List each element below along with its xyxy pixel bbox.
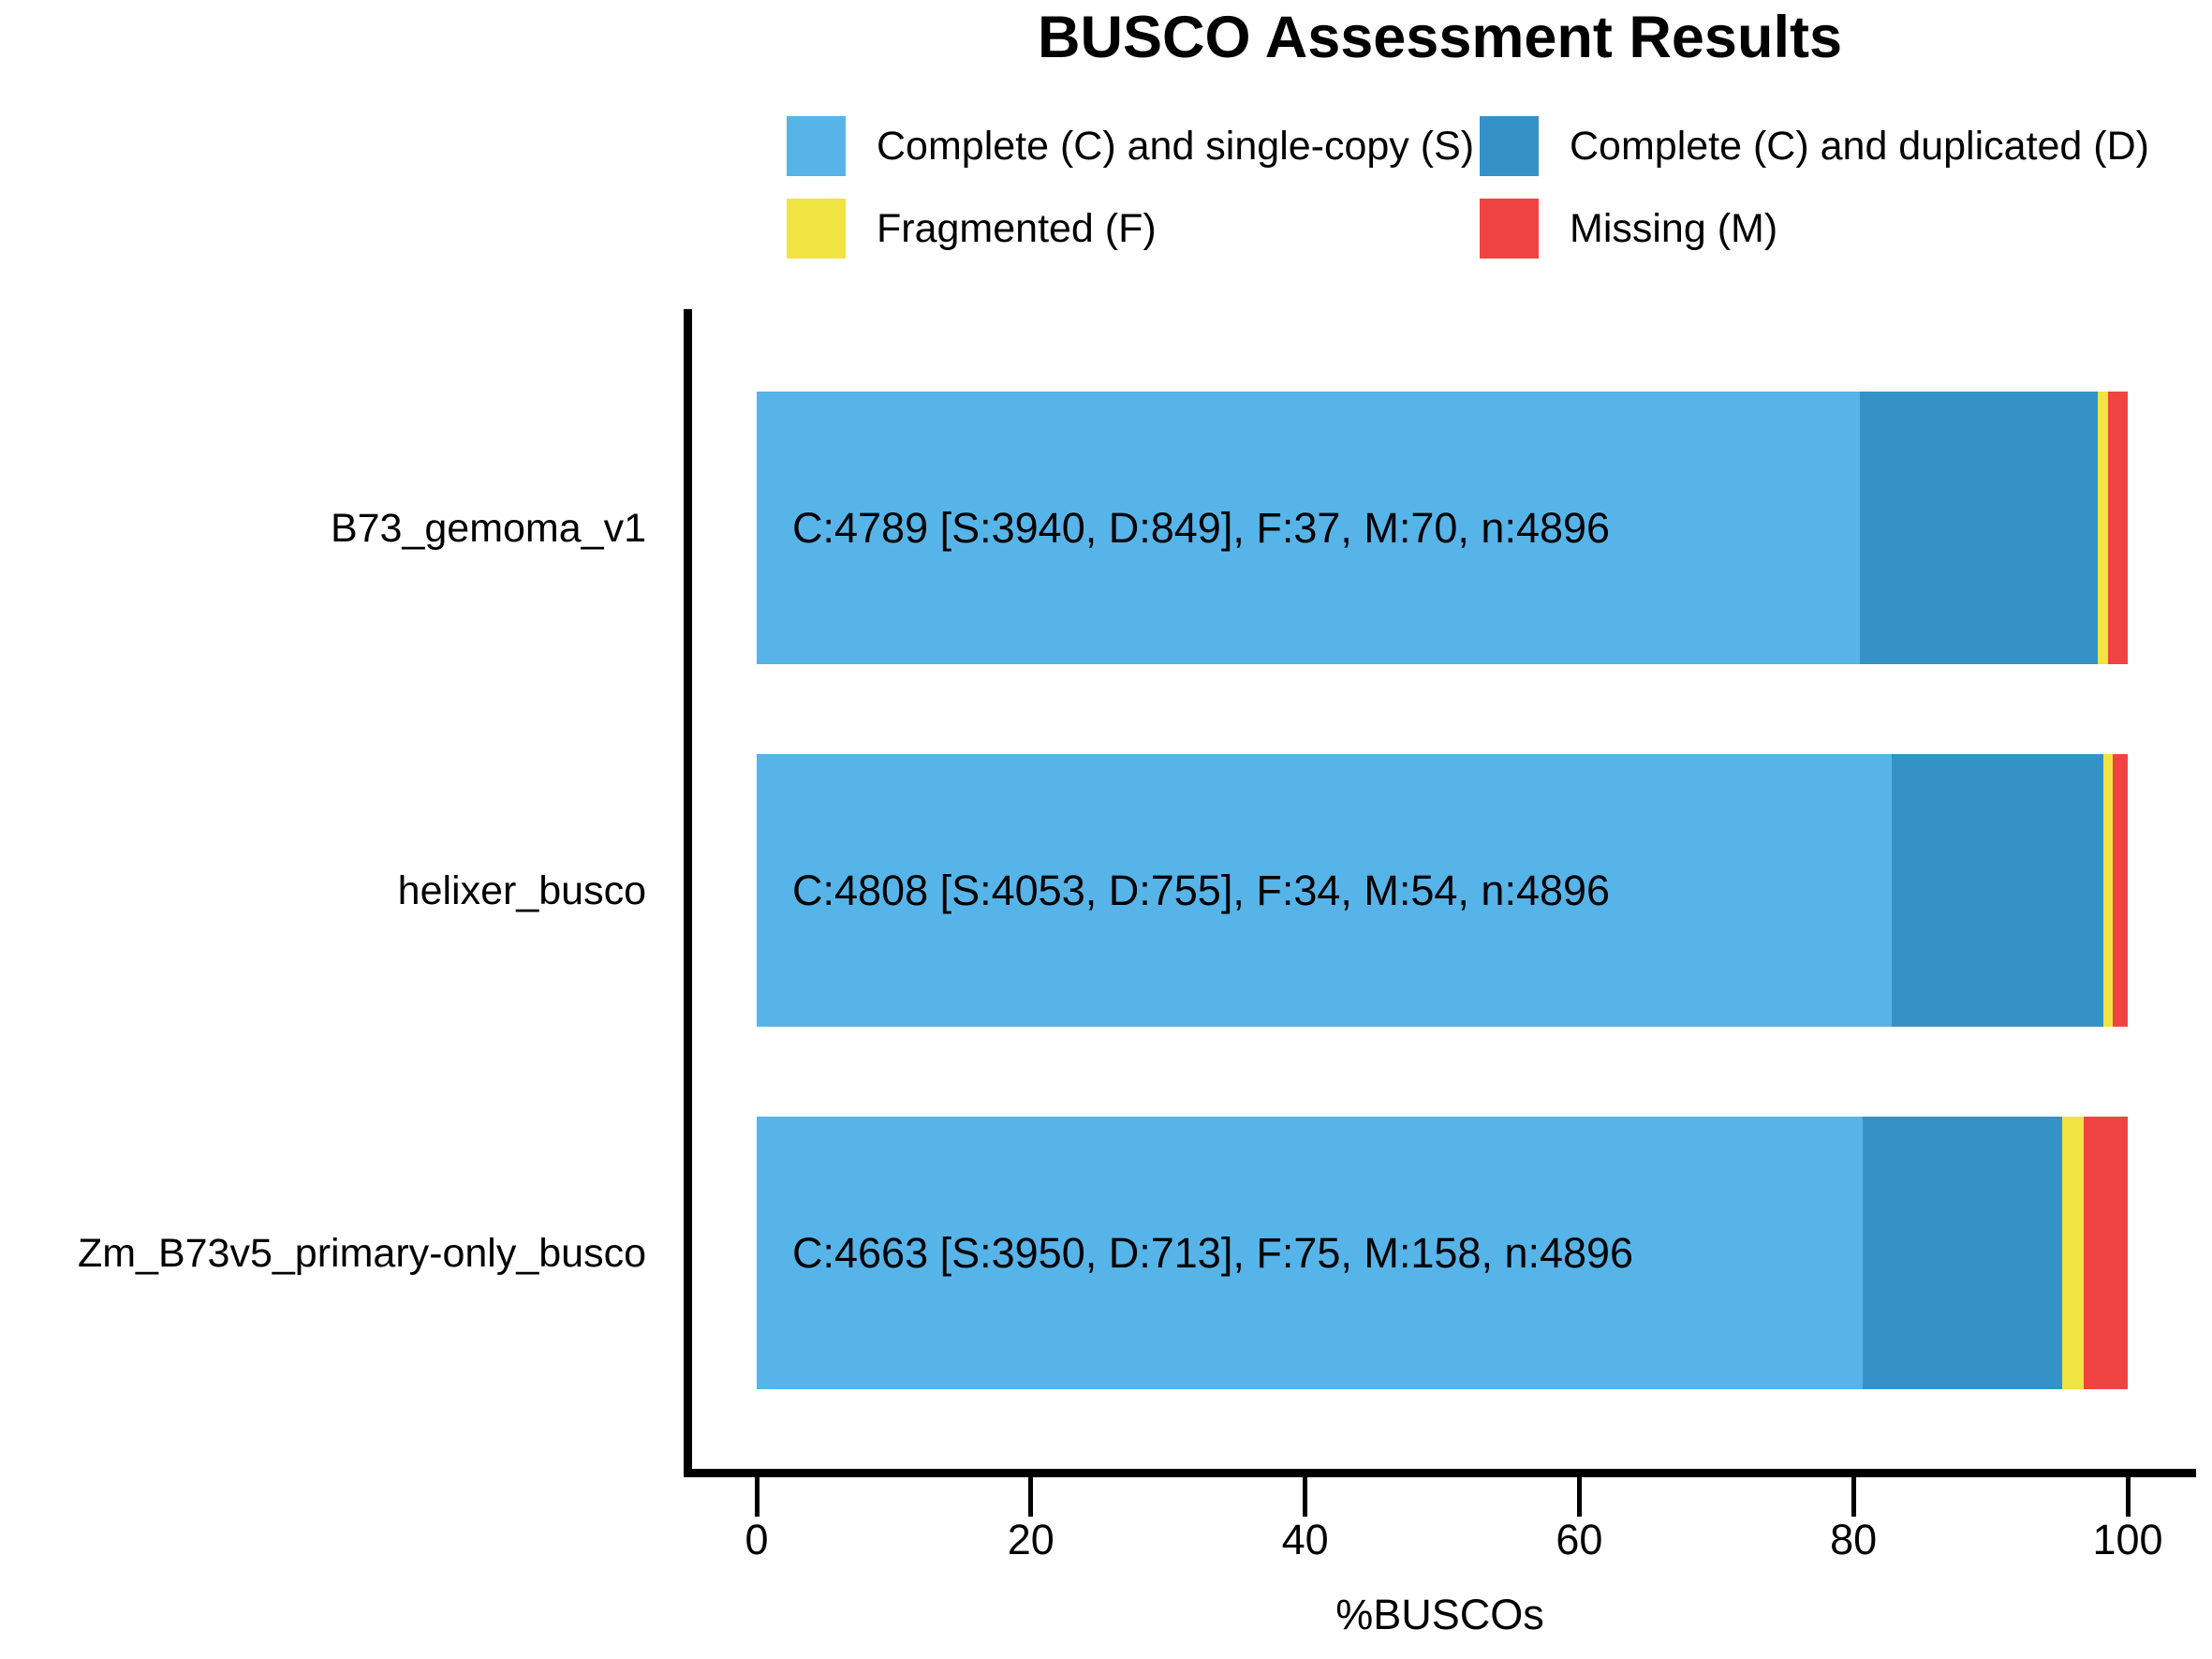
bar-segment	[2097, 392, 2109, 664]
x-tick-mark	[1303, 1477, 1308, 1517]
y-axis-label: B73_gemoma_v1	[330, 505, 646, 551]
legend-color-swatch	[787, 199, 846, 259]
legend-color-swatch	[787, 116, 846, 176]
x-tick-label: 80	[1830, 1516, 1878, 1563]
x-tick-label: 20	[1007, 1516, 1054, 1563]
legend-item-label: Fragmented (F)	[877, 205, 1157, 251]
x-tick-mark	[1576, 1477, 1582, 1517]
bar-segment	[757, 392, 1861, 664]
bar-row: C:4663 [S:3950, D:713], F:75, M:158, n:4…	[757, 1117, 2128, 1389]
bar-segment	[2062, 1117, 2084, 1389]
legend-item: Complete (C) and duplicated (D)	[1480, 116, 2149, 176]
bar-annotation: C:4789 [S:3940, D:849], F:37, M:70, n:48…	[792, 503, 1611, 552]
x-tick-mark	[1028, 1477, 1034, 1517]
x-tick-mark	[1851, 1477, 1856, 1517]
x-tick-label: 100	[2092, 1516, 2163, 1563]
legend-color-swatch	[1480, 116, 1539, 176]
legend-item-label: Complete (C) and duplicated (D)	[1570, 123, 2149, 169]
legend-item-label: Complete (C) and single-copy (S)	[877, 123, 1475, 169]
bar-segment	[2112, 754, 2128, 1027]
x-tick-label: 0	[745, 1516, 769, 1563]
x-tick-mark	[2125, 1477, 2131, 1517]
legend-item: Fragmented (F)	[787, 199, 1157, 259]
legend-color-swatch	[1480, 199, 1539, 259]
x-tick-label: 40	[1281, 1516, 1329, 1563]
bar-row: C:4808 [S:4053, D:755], F:34, M:54, n:48…	[757, 754, 2128, 1027]
y-axis-label: helixer_busco	[397, 867, 646, 913]
bar-segment	[2102, 754, 2113, 1027]
legend-item-label: Missing (M)	[1570, 205, 1778, 251]
bar-segment	[757, 1117, 1864, 1389]
legend-item: Complete (C) and single-copy (S)	[787, 116, 1474, 176]
bar-row: C:4789 [S:3940, D:849], F:37, M:70, n:48…	[757, 392, 2128, 664]
x-axis-line	[684, 1469, 2196, 1477]
x-tick-label: 60	[1556, 1516, 1603, 1563]
bar-segment	[2108, 392, 2128, 664]
bar-segment	[1863, 1117, 2063, 1389]
chart-title: BUSCO Assessment Results	[1038, 5, 1842, 70]
y-axis-line	[684, 309, 692, 1477]
x-axis-title: %BUSCOs	[1335, 1591, 1544, 1638]
bar-segment	[757, 754, 1892, 1027]
bar-annotation: C:4808 [S:4053, D:755], F:34, M:54, n:48…	[792, 866, 1611, 914]
legend-item: Missing (M)	[1480, 199, 1777, 259]
bar-annotation: C:4663 [S:3950, D:713], F:75, M:158, n:4…	[792, 1228, 1634, 1277]
x-tick-mark	[754, 1477, 759, 1517]
bar-segment	[2083, 1117, 2128, 1389]
bar-segment	[1891, 754, 2103, 1027]
y-axis-label: Zm_B73v5_primary-only_busco	[77, 1230, 646, 1276]
bar-segment	[1860, 392, 2098, 664]
